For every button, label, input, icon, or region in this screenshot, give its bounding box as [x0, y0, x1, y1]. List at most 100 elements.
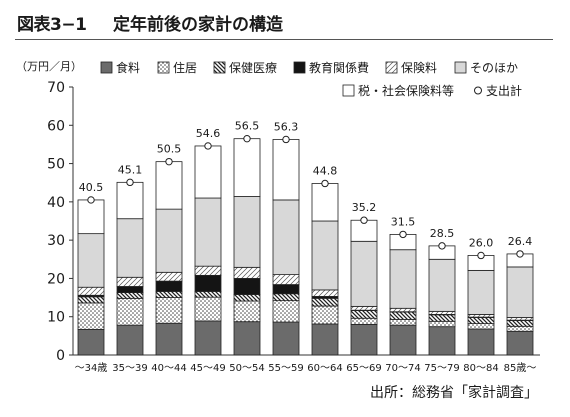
bar-segment [506, 317, 534, 321]
bar-segment [467, 317, 495, 325]
legend-swatch [342, 84, 355, 97]
bar-segment [233, 266, 261, 279]
y-axis-unit-label: （万円／月） [16, 60, 82, 73]
bar-segment [350, 305, 378, 311]
total-data-label: 31.5 [391, 215, 416, 228]
total-data-label: 44.8 [313, 164, 338, 177]
x-tick-label: 50〜54 [229, 363, 264, 374]
total-data-label: 56.5 [235, 120, 260, 133]
bar-segment [116, 286, 144, 293]
bar-segment [272, 284, 300, 295]
total-data-label: 50.5 [157, 143, 182, 156]
bar-segment [428, 320, 456, 328]
total-marker [321, 179, 329, 188]
y-tick-label: 40 [47, 195, 65, 211]
y-tick-label: 60 [47, 118, 65, 134]
total-marker [165, 157, 173, 166]
total-data-label: 45.1 [118, 163, 143, 176]
bar-segment [77, 233, 105, 288]
bar-segment [77, 286, 105, 296]
bar-segment [155, 291, 183, 298]
bar-segment [77, 199, 105, 235]
total-marker [360, 216, 368, 224]
bar-segment [506, 320, 534, 327]
x-axis-tick-labels: 〜34歳 35〜39 40〜44 45〜49 50〜54 55〜59 60〜64 65〜69 7… [75, 362, 537, 374]
bar-segment [311, 289, 339, 297]
total-data-label: 26.4 [508, 235, 533, 248]
total-marker [477, 251, 485, 260]
y-tick-label: 20 [47, 271, 65, 287]
bar-segment [116, 297, 144, 326]
y-tick-label: 10 [47, 310, 65, 326]
bar-segment [233, 321, 261, 356]
legend-swatch [454, 61, 467, 74]
total-marker [399, 230, 407, 239]
legend-swatch [157, 61, 170, 74]
legend-label: 食料 [116, 60, 140, 75]
bar-segment [389, 318, 417, 326]
bar-segment [233, 294, 261, 302]
bar-segment [506, 325, 534, 332]
total-marker [282, 135, 290, 144]
x-tick-label: 40〜44 [151, 363, 186, 374]
bar-segment [428, 314, 456, 322]
bar-segment [350, 310, 378, 319]
bar-segment [116, 292, 144, 299]
bar-segment [467, 323, 495, 330]
bar-segment [116, 181, 144, 220]
bar-segment [155, 208, 183, 273]
total-data-label: 35.2 [352, 201, 377, 214]
bar-segment [194, 320, 222, 356]
bar-segment [155, 297, 183, 324]
bar-segment [389, 324, 417, 356]
source-note: 出所：総務省「家計調査」 [370, 385, 538, 401]
bar-segment [233, 300, 261, 323]
bar-segment [311, 183, 339, 222]
bar-segment [272, 139, 300, 201]
legend-swatch [293, 61, 306, 74]
bar-segment [272, 274, 300, 285]
legend-label: 税・社会保険料等 [358, 83, 454, 98]
chart-title: 定年前後の家計の構造 [113, 15, 283, 35]
bar-segment [389, 249, 417, 309]
bar-segment [467, 314, 495, 318]
x-tick-label: 45〜49 [190, 363, 225, 374]
bar-segment [467, 328, 495, 356]
legend-swatch [100, 61, 113, 74]
bar-segment [389, 311, 417, 320]
bar-segment [350, 317, 378, 325]
y-tick-label: 50 [47, 157, 65, 173]
bar-segment [77, 302, 105, 330]
x-tick-label: 70〜74 [385, 363, 420, 374]
bar-segment [155, 280, 183, 292]
x-tick-label: 80〜84 [463, 363, 498, 374]
bar-segment [428, 326, 456, 356]
x-tick-label: 55〜59 [268, 363, 303, 374]
y-tick-label: 0 [56, 348, 65, 364]
bar-segment [428, 310, 456, 315]
x-tick-label: 〜34歳 [75, 362, 108, 374]
legend-label: そのほか [470, 61, 518, 75]
legend-label: 保健医療 [229, 61, 277, 75]
bar-segment [272, 293, 300, 302]
bar-segment [77, 328, 105, 356]
total-marker [87, 196, 95, 204]
x-tick-label: 60〜64 [307, 363, 342, 374]
bar-segment [311, 323, 339, 356]
bar-segment [194, 274, 222, 292]
bar-segment [428, 258, 456, 312]
total-marker [243, 134, 251, 143]
legend-swatch [385, 61, 398, 74]
bar-segment [233, 138, 261, 197]
bar-segment [155, 161, 183, 210]
legend-swatch [213, 61, 226, 74]
bar-segment [467, 269, 495, 315]
bar-segment [194, 291, 222, 298]
total-data-label: 40.5 [79, 181, 104, 194]
bar-segment [350, 323, 378, 356]
total-marker [438, 242, 446, 250]
total-data-label: 54.6 [196, 127, 221, 140]
bar-stacks: 40.5 45.1 50.5 54.6 56.5 56.3 44.8 35.2 31.5 28.5… [77, 120, 534, 356]
bar-segment [311, 220, 339, 291]
y-tick-label: 30 [47, 233, 65, 249]
